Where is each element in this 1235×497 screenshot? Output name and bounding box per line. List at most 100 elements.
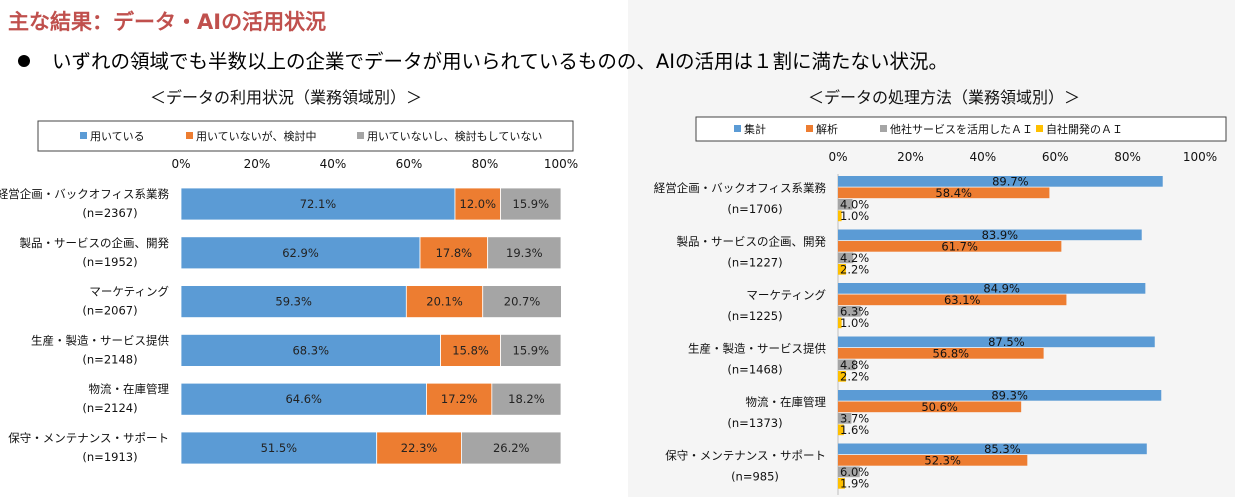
data-label: 2.2%	[840, 370, 869, 384]
bar	[838, 455, 1028, 466]
page-title: 主な結果：データ・AIの活用状況	[8, 10, 327, 34]
data-label: 51.5%	[261, 441, 298, 455]
bar	[838, 229, 1142, 241]
legend-swatch-3	[1036, 125, 1043, 132]
bar	[838, 371, 846, 382]
category-label: 物流・在庫管理	[746, 395, 827, 409]
data-label: 83.9%	[982, 228, 1019, 242]
category-n-label: (n=1227)	[727, 256, 782, 270]
category-label: マーケティング	[89, 285, 169, 299]
bar	[838, 187, 1050, 199]
bar	[838, 306, 861, 317]
bar	[838, 348, 1044, 359]
x-tick-label-1: 20%	[244, 157, 271, 171]
data-label: 15.9%	[513, 197, 550, 211]
data-label: 64.6%	[285, 392, 322, 406]
category-label: 経営企画・バックオフィス系業務	[654, 181, 827, 195]
bar	[838, 294, 1067, 306]
legend-box	[37, 120, 574, 152]
bar	[838, 199, 853, 210]
bar-segment	[419, 236, 489, 270]
bar	[838, 336, 1155, 348]
x-tick-label-5: 100%	[544, 157, 578, 171]
category-label: マーケティング	[746, 288, 826, 302]
bar-segment	[180, 382, 427, 416]
category-n-label: (n=1468)	[727, 363, 782, 377]
bar	[838, 401, 1022, 413]
category-n-label: (n=2124)	[82, 401, 137, 415]
data-label: 20.1%	[426, 295, 463, 309]
x-tick-label-0: 0%	[828, 150, 847, 164]
data-label: 59.3%	[275, 295, 312, 309]
x-tick-label-0: 0%	[171, 157, 190, 171]
data-label: 72.1%	[300, 197, 337, 211]
data-label: 50.6%	[921, 400, 958, 414]
bar-segment	[376, 431, 462, 465]
bar	[838, 252, 854, 264]
data-label: 89.3%	[991, 389, 1028, 403]
legend-label-2: 他社サービスを活用したＡＩ	[890, 122, 1033, 136]
data-label: 4.0%	[840, 198, 869, 212]
bar-segment	[405, 285, 484, 319]
legend-swatch-0	[80, 132, 87, 139]
legend-swatch-1	[186, 132, 193, 139]
data-label: 56.8%	[933, 347, 970, 361]
legend-label-1: 用いていないが、検討中	[196, 129, 316, 143]
x-tick-label-4: 80%	[1114, 150, 1141, 164]
data-label: 18.2%	[508, 392, 545, 406]
data-label: 6.0%	[840, 465, 869, 479]
bar-segment	[500, 333, 562, 367]
bar-segment	[180, 187, 456, 221]
data-label: 89.7%	[992, 175, 1029, 189]
category-n-label: (n=2367)	[82, 206, 137, 220]
bullet-text: いずれの領域でも半数以上の企業でデータが用いられているものの、AIの活用は１割に…	[52, 50, 949, 73]
bar	[838, 176, 1163, 187]
data-label: 62.9%	[282, 246, 319, 260]
legend-label-3: 自社開発のＡＩ	[1046, 122, 1123, 136]
category-label: 保守・メンテナンス・サポート	[8, 431, 169, 445]
data-label: 15.8%	[452, 343, 489, 357]
data-label: 26.2%	[493, 441, 530, 455]
bar-segment	[180, 333, 441, 367]
legend-label-1: 解析	[816, 122, 838, 136]
category-n-label: (n=1952)	[82, 255, 137, 269]
bar-segment	[426, 382, 493, 416]
bar	[838, 359, 856, 371]
bar	[838, 317, 842, 329]
bar	[838, 424, 844, 436]
bar	[838, 466, 860, 478]
category-n-label: (n=1706)	[727, 202, 782, 216]
x-tick-label-3: 60%	[396, 157, 423, 171]
x-tick-label-1: 20%	[897, 150, 924, 164]
stacked-bar-chart-data-usage: 用いている 用いていないが、検討中 用いていないし、検討もしていない 0% 20% 40%…	[0, 120, 578, 465]
bar	[838, 390, 1162, 401]
data-label: 2.2%	[840, 263, 869, 277]
data-label: 1.6%	[840, 423, 869, 437]
legend-label-0: 用いている	[90, 130, 145, 143]
category-n-label: (n=1913)	[82, 450, 137, 464]
category-label: 保守・メンテナンス・サポート	[665, 449, 826, 463]
bar-segment	[482, 285, 562, 319]
data-label: 85.3%	[984, 442, 1021, 456]
bar-segment	[180, 431, 378, 465]
data-label: 61.7%	[941, 240, 978, 254]
data-label: 1.0%	[840, 316, 869, 330]
bar	[838, 283, 1146, 294]
data-label: 15.9%	[513, 343, 550, 357]
x-tick-label-5: 100%	[1183, 150, 1217, 164]
grouped-bar-chart-processing-method: 集計 解析 他社サービスを活用したＡＩ 自社開発のＡＩ 0% 20% 40% 60% 80% 10…	[654, 116, 1227, 495]
category-n-label: (n=2067)	[82, 304, 137, 318]
right-chart-subtitle: ＜データの処理方法（業務領域別）＞	[808, 88, 1081, 107]
data-label: 52.3%	[924, 454, 961, 468]
legend-swatch-2	[357, 132, 364, 139]
data-label: 17.8%	[436, 246, 473, 260]
bar	[838, 413, 852, 424]
data-label: 20.7%	[504, 295, 541, 309]
bar-segment	[180, 285, 407, 319]
category-label: 生産・製造・サービス提供	[688, 342, 826, 356]
data-label: 1.0%	[840, 209, 869, 223]
data-label: 1.9%	[840, 477, 869, 491]
category-label: 製品・サービスの企画、開発	[20, 236, 170, 250]
x-tick-label-2: 40%	[320, 157, 347, 171]
data-label: 63.1%	[944, 293, 981, 307]
